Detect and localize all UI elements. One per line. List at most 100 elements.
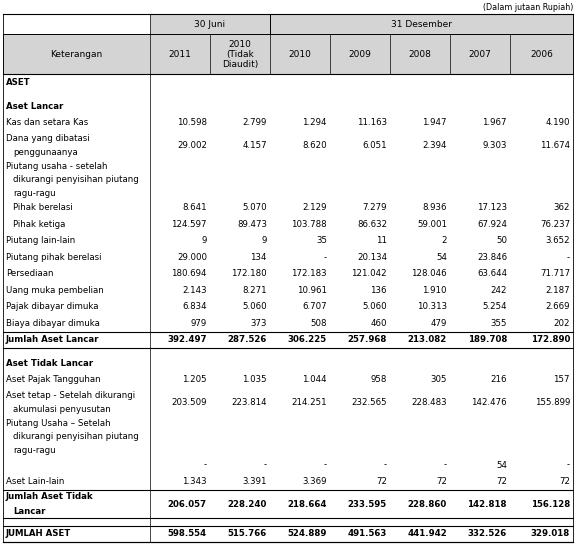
Text: 206.057: 206.057 — [168, 499, 207, 509]
Text: 5.060: 5.060 — [362, 302, 387, 311]
Text: Aset tetap - Setelah dikurangi: Aset tetap - Setelah dikurangi — [6, 391, 135, 400]
Bar — [330, 34, 390, 74]
Text: 8.620: 8.620 — [302, 141, 327, 150]
Text: 392.497: 392.497 — [168, 335, 207, 344]
Bar — [210, 34, 270, 74]
Text: 257.968: 257.968 — [348, 335, 387, 344]
Text: 362: 362 — [554, 203, 570, 212]
Text: 10.961: 10.961 — [297, 286, 327, 295]
Text: Pihak berelasi: Pihak berelasi — [13, 203, 73, 212]
Text: JUMLAH ASET: JUMLAH ASET — [6, 529, 71, 538]
Text: 8.271: 8.271 — [242, 286, 267, 295]
Text: 142.818: 142.818 — [468, 499, 507, 509]
Text: 2.669: 2.669 — [545, 302, 570, 311]
Text: Jumlah Aset Lancar: Jumlah Aset Lancar — [6, 335, 100, 344]
Text: 72: 72 — [376, 477, 387, 486]
Text: Aset Lain-lain: Aset Lain-lain — [6, 477, 65, 486]
Text: 213.082: 213.082 — [408, 335, 447, 344]
Text: 7.279: 7.279 — [362, 203, 387, 212]
Text: 11.163: 11.163 — [357, 118, 387, 127]
Text: 1.205: 1.205 — [183, 375, 207, 385]
Text: 2010: 2010 — [289, 50, 312, 59]
Text: 1.044: 1.044 — [302, 375, 327, 385]
Text: 54: 54 — [496, 461, 507, 469]
Text: 355: 355 — [491, 319, 507, 328]
Text: 9.303: 9.303 — [483, 141, 507, 150]
Text: 142.476: 142.476 — [471, 398, 507, 407]
Text: 1.343: 1.343 — [183, 477, 207, 486]
Text: Aset Pajak Tangguhan: Aset Pajak Tangguhan — [6, 375, 101, 385]
Text: -: - — [384, 461, 387, 469]
Text: 2006: 2006 — [530, 50, 553, 59]
Bar — [450, 34, 510, 74]
Text: 598.554: 598.554 — [168, 529, 207, 538]
Text: 128.046: 128.046 — [411, 269, 447, 278]
Text: Piutang pihak berelasi: Piutang pihak berelasi — [6, 253, 101, 262]
Text: 59.001: 59.001 — [417, 220, 447, 229]
Text: 86.632: 86.632 — [357, 220, 387, 229]
Bar — [150, 34, 210, 74]
Text: 1.947: 1.947 — [423, 118, 447, 127]
Text: 306.225: 306.225 — [288, 335, 327, 344]
Text: 373: 373 — [251, 319, 267, 328]
Text: dikurangi penyisihan piutang: dikurangi penyisihan piutang — [13, 432, 139, 441]
Text: 2009: 2009 — [348, 50, 372, 59]
Text: 329.018: 329.018 — [530, 529, 570, 538]
Text: 491.563: 491.563 — [348, 529, 387, 538]
Bar — [3, 14, 150, 34]
Text: Dana yang dibatasi: Dana yang dibatasi — [6, 133, 90, 143]
Text: 72: 72 — [436, 477, 447, 486]
Text: 11.674: 11.674 — [540, 141, 570, 150]
Text: 50: 50 — [496, 236, 507, 246]
Text: Kas dan setara Kas: Kas dan setara Kas — [6, 118, 88, 127]
Bar — [510, 34, 573, 74]
Text: 4.157: 4.157 — [242, 141, 267, 150]
Text: 156.128: 156.128 — [530, 499, 570, 509]
Text: 216: 216 — [491, 375, 507, 385]
Text: 1.910: 1.910 — [423, 286, 447, 295]
Text: 3.369: 3.369 — [302, 477, 327, 486]
Text: 189.708: 189.708 — [468, 335, 507, 344]
Text: 508: 508 — [310, 319, 327, 328]
Text: 2010
(Tidak
Diaudit): 2010 (Tidak Diaudit) — [222, 39, 258, 69]
Text: 30 Juni: 30 Juni — [195, 20, 226, 29]
Text: dikurangi penyisihan piutang: dikurangi penyisihan piutang — [13, 175, 139, 184]
Text: Lancar: Lancar — [13, 507, 46, 516]
Text: 4.190: 4.190 — [545, 118, 570, 127]
Text: 134: 134 — [251, 253, 267, 262]
Text: 9: 9 — [202, 236, 207, 246]
Text: 35: 35 — [316, 236, 327, 246]
Text: 202: 202 — [554, 319, 570, 328]
Text: 23.846: 23.846 — [477, 253, 507, 262]
Text: 332.526: 332.526 — [468, 529, 507, 538]
Text: 20.134: 20.134 — [357, 253, 387, 262]
Text: 460: 460 — [370, 319, 387, 328]
Bar — [150, 14, 270, 34]
Text: 172.183: 172.183 — [291, 269, 327, 278]
Text: 8.641: 8.641 — [183, 203, 207, 212]
Text: 223.814: 223.814 — [232, 398, 267, 407]
Text: 155.899: 155.899 — [535, 398, 570, 407]
Text: 203.509: 203.509 — [172, 398, 207, 407]
Text: Pajak dibayar dimuka: Pajak dibayar dimuka — [6, 302, 98, 311]
Text: 214.251: 214.251 — [291, 398, 327, 407]
Text: -: - — [444, 461, 447, 469]
Text: 228.240: 228.240 — [228, 499, 267, 509]
Text: 958: 958 — [370, 375, 387, 385]
Bar — [390, 34, 450, 74]
Text: 242: 242 — [491, 286, 507, 295]
Text: 2007: 2007 — [468, 50, 491, 59]
Text: 172.180: 172.180 — [232, 269, 267, 278]
Text: (Dalam jutaan Rupiah): (Dalam jutaan Rupiah) — [483, 3, 573, 11]
Text: 1.035: 1.035 — [242, 375, 267, 385]
Text: Aset Tidak Lancar: Aset Tidak Lancar — [6, 359, 93, 368]
Text: 287.526: 287.526 — [228, 335, 267, 344]
Text: 136: 136 — [370, 286, 387, 295]
Text: 5.070: 5.070 — [242, 203, 267, 212]
Text: 2.394: 2.394 — [423, 141, 447, 150]
Text: -: - — [567, 253, 570, 262]
Text: Piutang usaha - setelah: Piutang usaha - setelah — [6, 162, 108, 171]
Text: Uang muka pembelian: Uang muka pembelian — [6, 286, 104, 295]
Bar — [270, 34, 330, 74]
Text: -: - — [204, 461, 207, 469]
